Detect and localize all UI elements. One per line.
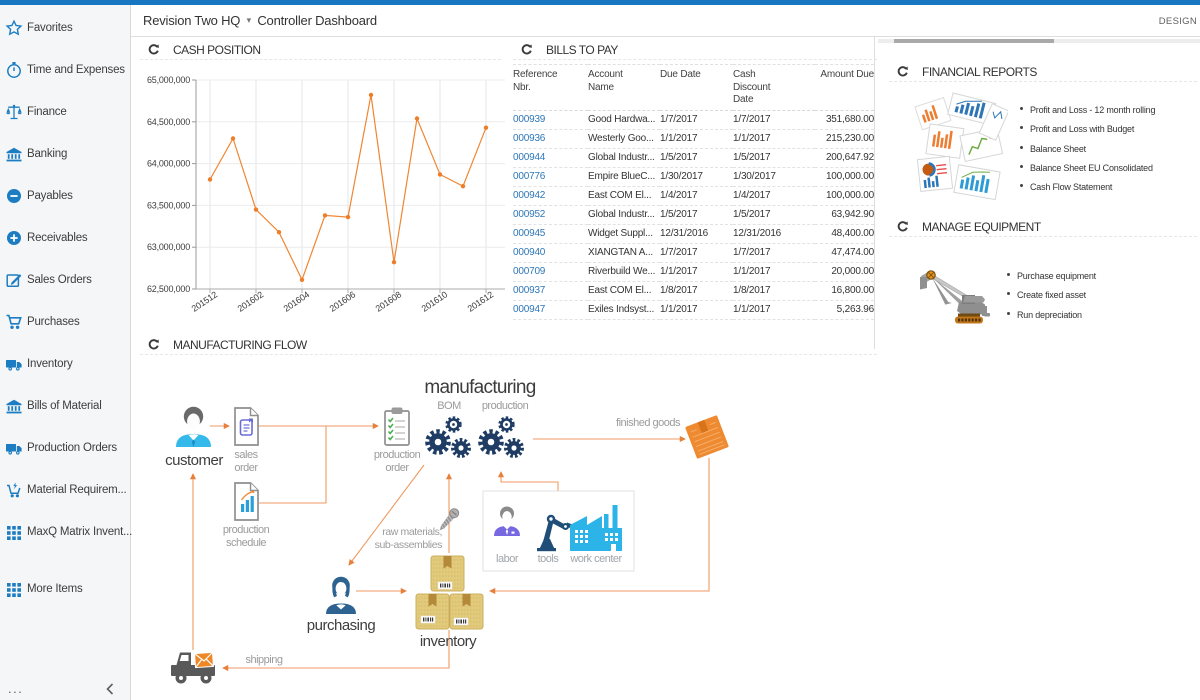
svg-text:order: order bbox=[385, 462, 409, 474]
svg-text:order: order bbox=[234, 462, 258, 474]
svg-text:sales: sales bbox=[234, 449, 258, 461]
svg-text:shipping: shipping bbox=[246, 654, 283, 666]
svg-text:raw materials,: raw materials, bbox=[382, 526, 442, 538]
svg-text:201606: 201606 bbox=[328, 289, 358, 314]
svg-text:64,500,000: 64,500,000 bbox=[147, 117, 190, 127]
svg-text:tools: tools bbox=[538, 553, 560, 565]
svg-text:labor: labor bbox=[496, 553, 519, 565]
svg-text:201608: 201608 bbox=[374, 289, 404, 314]
svg-text:production: production bbox=[482, 400, 529, 412]
svg-text:inventory: inventory bbox=[420, 633, 477, 650]
svg-text:201612: 201612 bbox=[466, 289, 496, 314]
svg-text:63,000,000: 63,000,000 bbox=[147, 242, 190, 252]
svg-text:64,000,000: 64,000,000 bbox=[147, 159, 190, 169]
svg-text:finished goods: finished goods bbox=[616, 417, 681, 429]
svg-text:65,000,000: 65,000,000 bbox=[147, 75, 190, 85]
svg-text:manufacturing: manufacturing bbox=[424, 377, 535, 398]
svg-text:sub-assemblies: sub-assemblies bbox=[375, 539, 442, 551]
svg-text:62,500,000: 62,500,000 bbox=[147, 284, 190, 294]
svg-text:201610: 201610 bbox=[420, 289, 450, 314]
svg-text:purchasing: purchasing bbox=[307, 617, 376, 634]
svg-text:201604: 201604 bbox=[282, 289, 312, 314]
svg-text:customer: customer bbox=[165, 452, 223, 469]
svg-text:63,500,000: 63,500,000 bbox=[147, 200, 190, 210]
svg-text:201512: 201512 bbox=[190, 289, 220, 314]
svg-text:production: production bbox=[374, 449, 421, 461]
svg-text:BOM: BOM bbox=[437, 400, 461, 412]
svg-text:schedule: schedule bbox=[226, 537, 266, 549]
svg-text:work center: work center bbox=[569, 553, 622, 565]
svg-text:201602: 201602 bbox=[236, 289, 266, 314]
svg-text:production: production bbox=[223, 524, 270, 536]
